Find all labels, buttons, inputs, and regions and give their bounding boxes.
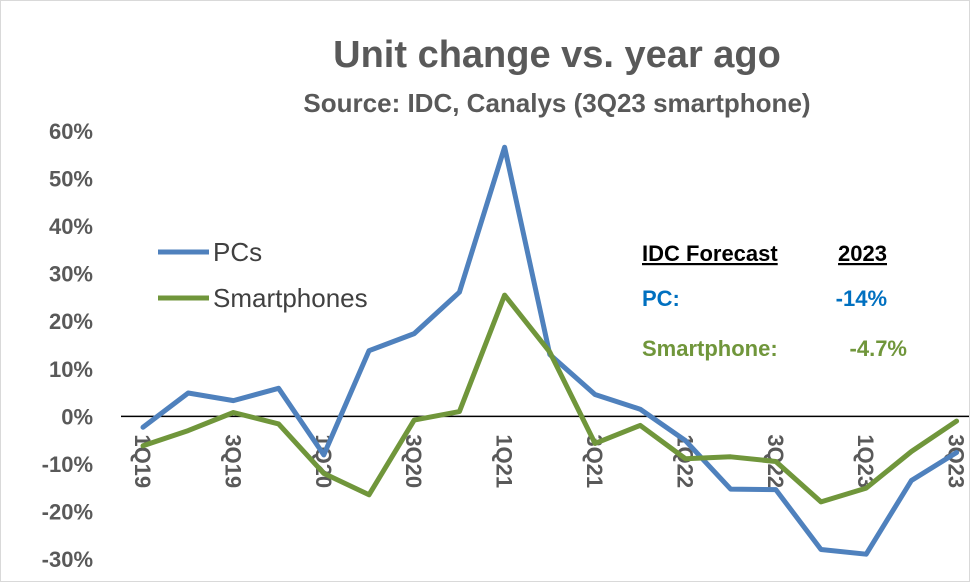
legend-label-pcs: PCs xyxy=(213,237,262,267)
y-tick-label: -10% xyxy=(42,452,93,477)
y-tick-label: 30% xyxy=(49,262,93,287)
forecast-annotation: IDC Forecast 2023 PC: -14% Smartphone: -… xyxy=(642,241,907,361)
y-axis-ticks: 60% 50% 40% 30% 20% 10% 0% -10% -20% -30% xyxy=(42,119,93,572)
x-tick-label: 3Q23 xyxy=(944,434,969,488)
chart-title: Unit change vs. year ago xyxy=(333,34,781,76)
forecast-pc-value: -14% xyxy=(836,286,887,311)
forecast-header-label: IDC Forecast xyxy=(642,241,778,266)
y-tick-label: 20% xyxy=(49,309,93,334)
x-tick-label: 3Q19 xyxy=(220,434,245,488)
y-tick-label: 40% xyxy=(49,214,93,239)
y-tick-label: -30% xyxy=(42,547,93,572)
legend-label-smartphones: Smartphones xyxy=(213,283,368,313)
y-tick-label: 10% xyxy=(49,357,93,382)
y-tick-label: 60% xyxy=(49,119,93,144)
legend: PCs Smartphones xyxy=(158,237,368,313)
x-tick-label: 3Q20 xyxy=(401,434,426,488)
x-axis-ticks: 1Q19 3Q19 1Q20 3Q20 1Q21 3Q21 1Q22 3Q22 1Q23 3Q23 xyxy=(130,434,969,488)
y-tick-label: 0% xyxy=(61,404,93,429)
forecast-smartphone-value: -4.7% xyxy=(850,336,907,361)
series-line-smartphones xyxy=(140,292,960,505)
forecast-smartphone-label: Smartphone: xyxy=(642,336,778,361)
series-lines xyxy=(140,144,960,557)
y-tick-label: 50% xyxy=(49,167,93,192)
forecast-pc-label: PC: xyxy=(642,286,680,311)
y-tick-label: -20% xyxy=(42,499,93,524)
x-tick-label: 1Q21 xyxy=(492,434,517,488)
chart-subtitle: Source: IDC, Canalys (3Q23 smartphone) xyxy=(303,88,810,118)
forecast-header-year: 2023 xyxy=(838,241,887,266)
